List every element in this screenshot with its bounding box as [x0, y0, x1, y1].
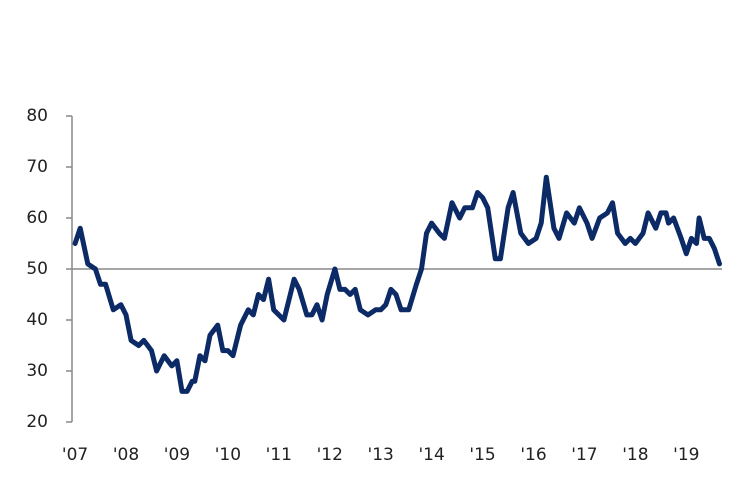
x-tick-label: '08: [113, 445, 139, 465]
x-tick-label: '09: [164, 445, 190, 465]
x-tick-label: '17: [571, 445, 597, 465]
data-line: [72, 174, 722, 394]
x-tick-label: '19: [673, 445, 699, 465]
y-tick-label: 30: [26, 361, 48, 381]
y-tick-label: 80: [26, 106, 48, 126]
x-tick-label: '18: [622, 445, 648, 465]
y-tick-label: 20: [26, 412, 48, 432]
y-tick-label: 60: [26, 208, 48, 228]
x-tick-label: '13: [368, 445, 394, 465]
x-tick-label: '15: [469, 445, 495, 465]
x-tick-label: '11: [266, 445, 292, 465]
x-tick-label: '16: [520, 445, 546, 465]
y-tick-label: 50: [26, 259, 48, 279]
y-tick-label: 70: [26, 157, 48, 177]
x-tick-label: '10: [215, 445, 241, 465]
x-tick-label: '14: [418, 445, 444, 465]
x-tick-label: '12: [317, 445, 343, 465]
y-tick-label: 40: [26, 310, 48, 330]
x-tick-label: '07: [62, 445, 88, 465]
